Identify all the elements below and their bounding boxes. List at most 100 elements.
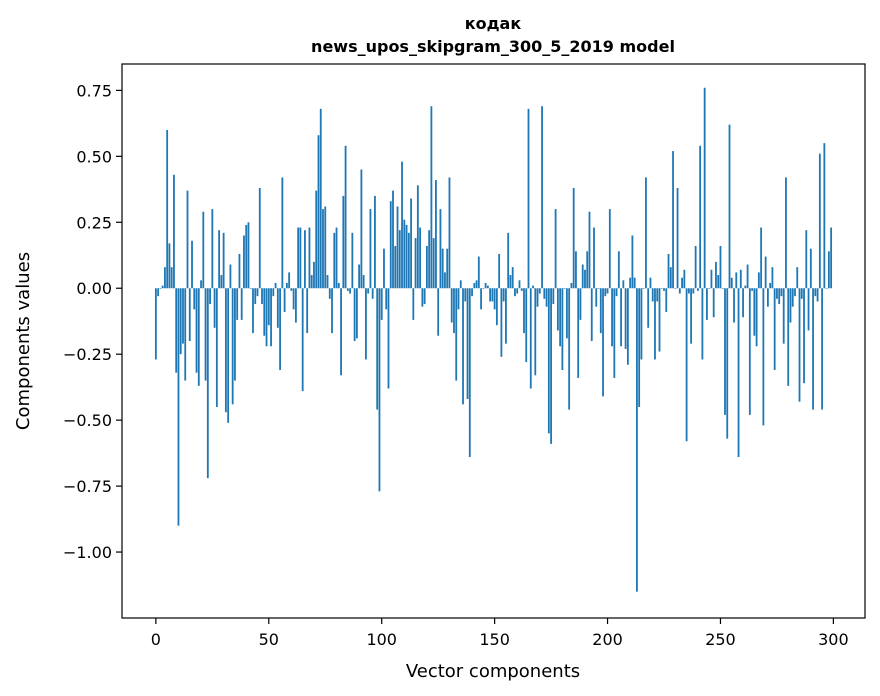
bar <box>636 288 638 592</box>
bar <box>439 209 442 289</box>
bar <box>568 288 571 410</box>
bar <box>821 288 823 410</box>
bar <box>220 275 223 289</box>
bar <box>626 288 629 365</box>
bar <box>468 288 471 458</box>
bar <box>791 288 794 307</box>
bar <box>597 288 600 289</box>
bar <box>206 288 209 479</box>
bar <box>604 288 607 297</box>
bar <box>751 288 753 291</box>
bar <box>771 267 774 289</box>
bar <box>798 288 801 402</box>
bar <box>577 288 580 378</box>
bar <box>243 235 245 289</box>
bar <box>543 288 546 299</box>
bar <box>687 288 690 294</box>
bar <box>505 288 507 344</box>
x-tick-label: 50 <box>259 630 279 649</box>
bar <box>708 288 711 289</box>
bar <box>308 227 311 289</box>
bar <box>154 288 157 360</box>
bar <box>787 288 790 386</box>
y-tick-label: 0.00 <box>76 279 112 298</box>
bar <box>701 288 704 360</box>
bar <box>502 288 505 302</box>
bar <box>195 288 198 373</box>
bar <box>611 288 613 347</box>
bar <box>812 288 814 410</box>
bar <box>471 288 473 297</box>
bar <box>166 129 169 289</box>
bar <box>355 288 358 339</box>
bar <box>554 209 557 289</box>
y-tick-label: −0.50 <box>63 411 112 430</box>
bar <box>211 209 214 289</box>
bar <box>310 275 313 289</box>
bar <box>448 177 451 289</box>
bar <box>584 269 586 289</box>
bar <box>599 288 602 334</box>
bar <box>177 288 180 526</box>
y-tick-label: −1.00 <box>63 543 112 562</box>
bar <box>613 288 616 378</box>
bar <box>561 288 564 371</box>
bar <box>387 288 390 389</box>
bar <box>575 251 577 289</box>
bar <box>455 288 458 381</box>
bar <box>385 288 388 310</box>
bar <box>667 253 670 289</box>
bar <box>511 267 514 289</box>
y-tick-label: 0.25 <box>76 213 112 232</box>
bar <box>222 232 225 289</box>
bar <box>507 232 510 289</box>
bar <box>319 108 322 289</box>
bar <box>572 187 575 289</box>
bar <box>380 288 383 320</box>
bar <box>193 288 196 310</box>
bar <box>457 288 460 310</box>
bar <box>757 272 760 289</box>
bar <box>405 224 408 289</box>
bar <box>753 288 756 336</box>
bar <box>306 288 309 334</box>
bar <box>450 288 453 323</box>
bar <box>324 206 327 289</box>
bar <box>669 267 672 289</box>
bar <box>446 248 449 289</box>
bar <box>398 230 401 289</box>
bar <box>706 288 708 320</box>
bar <box>200 280 202 289</box>
bar <box>617 251 620 289</box>
bar <box>615 288 618 297</box>
bar <box>658 288 661 352</box>
bar <box>565 288 568 339</box>
bar <box>430 106 433 289</box>
bar <box>362 275 365 289</box>
bar <box>209 288 211 305</box>
bar <box>353 288 356 341</box>
bar <box>518 280 521 289</box>
bar <box>403 219 406 289</box>
bar <box>416 185 419 289</box>
bar <box>633 277 636 289</box>
bar <box>459 280 462 289</box>
bar <box>590 288 593 341</box>
bar <box>703 87 706 289</box>
bar <box>389 201 392 289</box>
bar <box>466 288 469 400</box>
bar <box>428 230 431 289</box>
bar <box>267 288 270 326</box>
bar <box>304 230 306 289</box>
bar <box>830 227 833 289</box>
bar <box>482 288 485 289</box>
bar <box>159 288 162 289</box>
bar <box>392 190 394 289</box>
bar <box>396 206 399 289</box>
bar <box>184 288 187 381</box>
bar <box>444 272 446 289</box>
bar <box>322 209 324 289</box>
bar <box>234 288 236 381</box>
bar <box>423 288 426 305</box>
